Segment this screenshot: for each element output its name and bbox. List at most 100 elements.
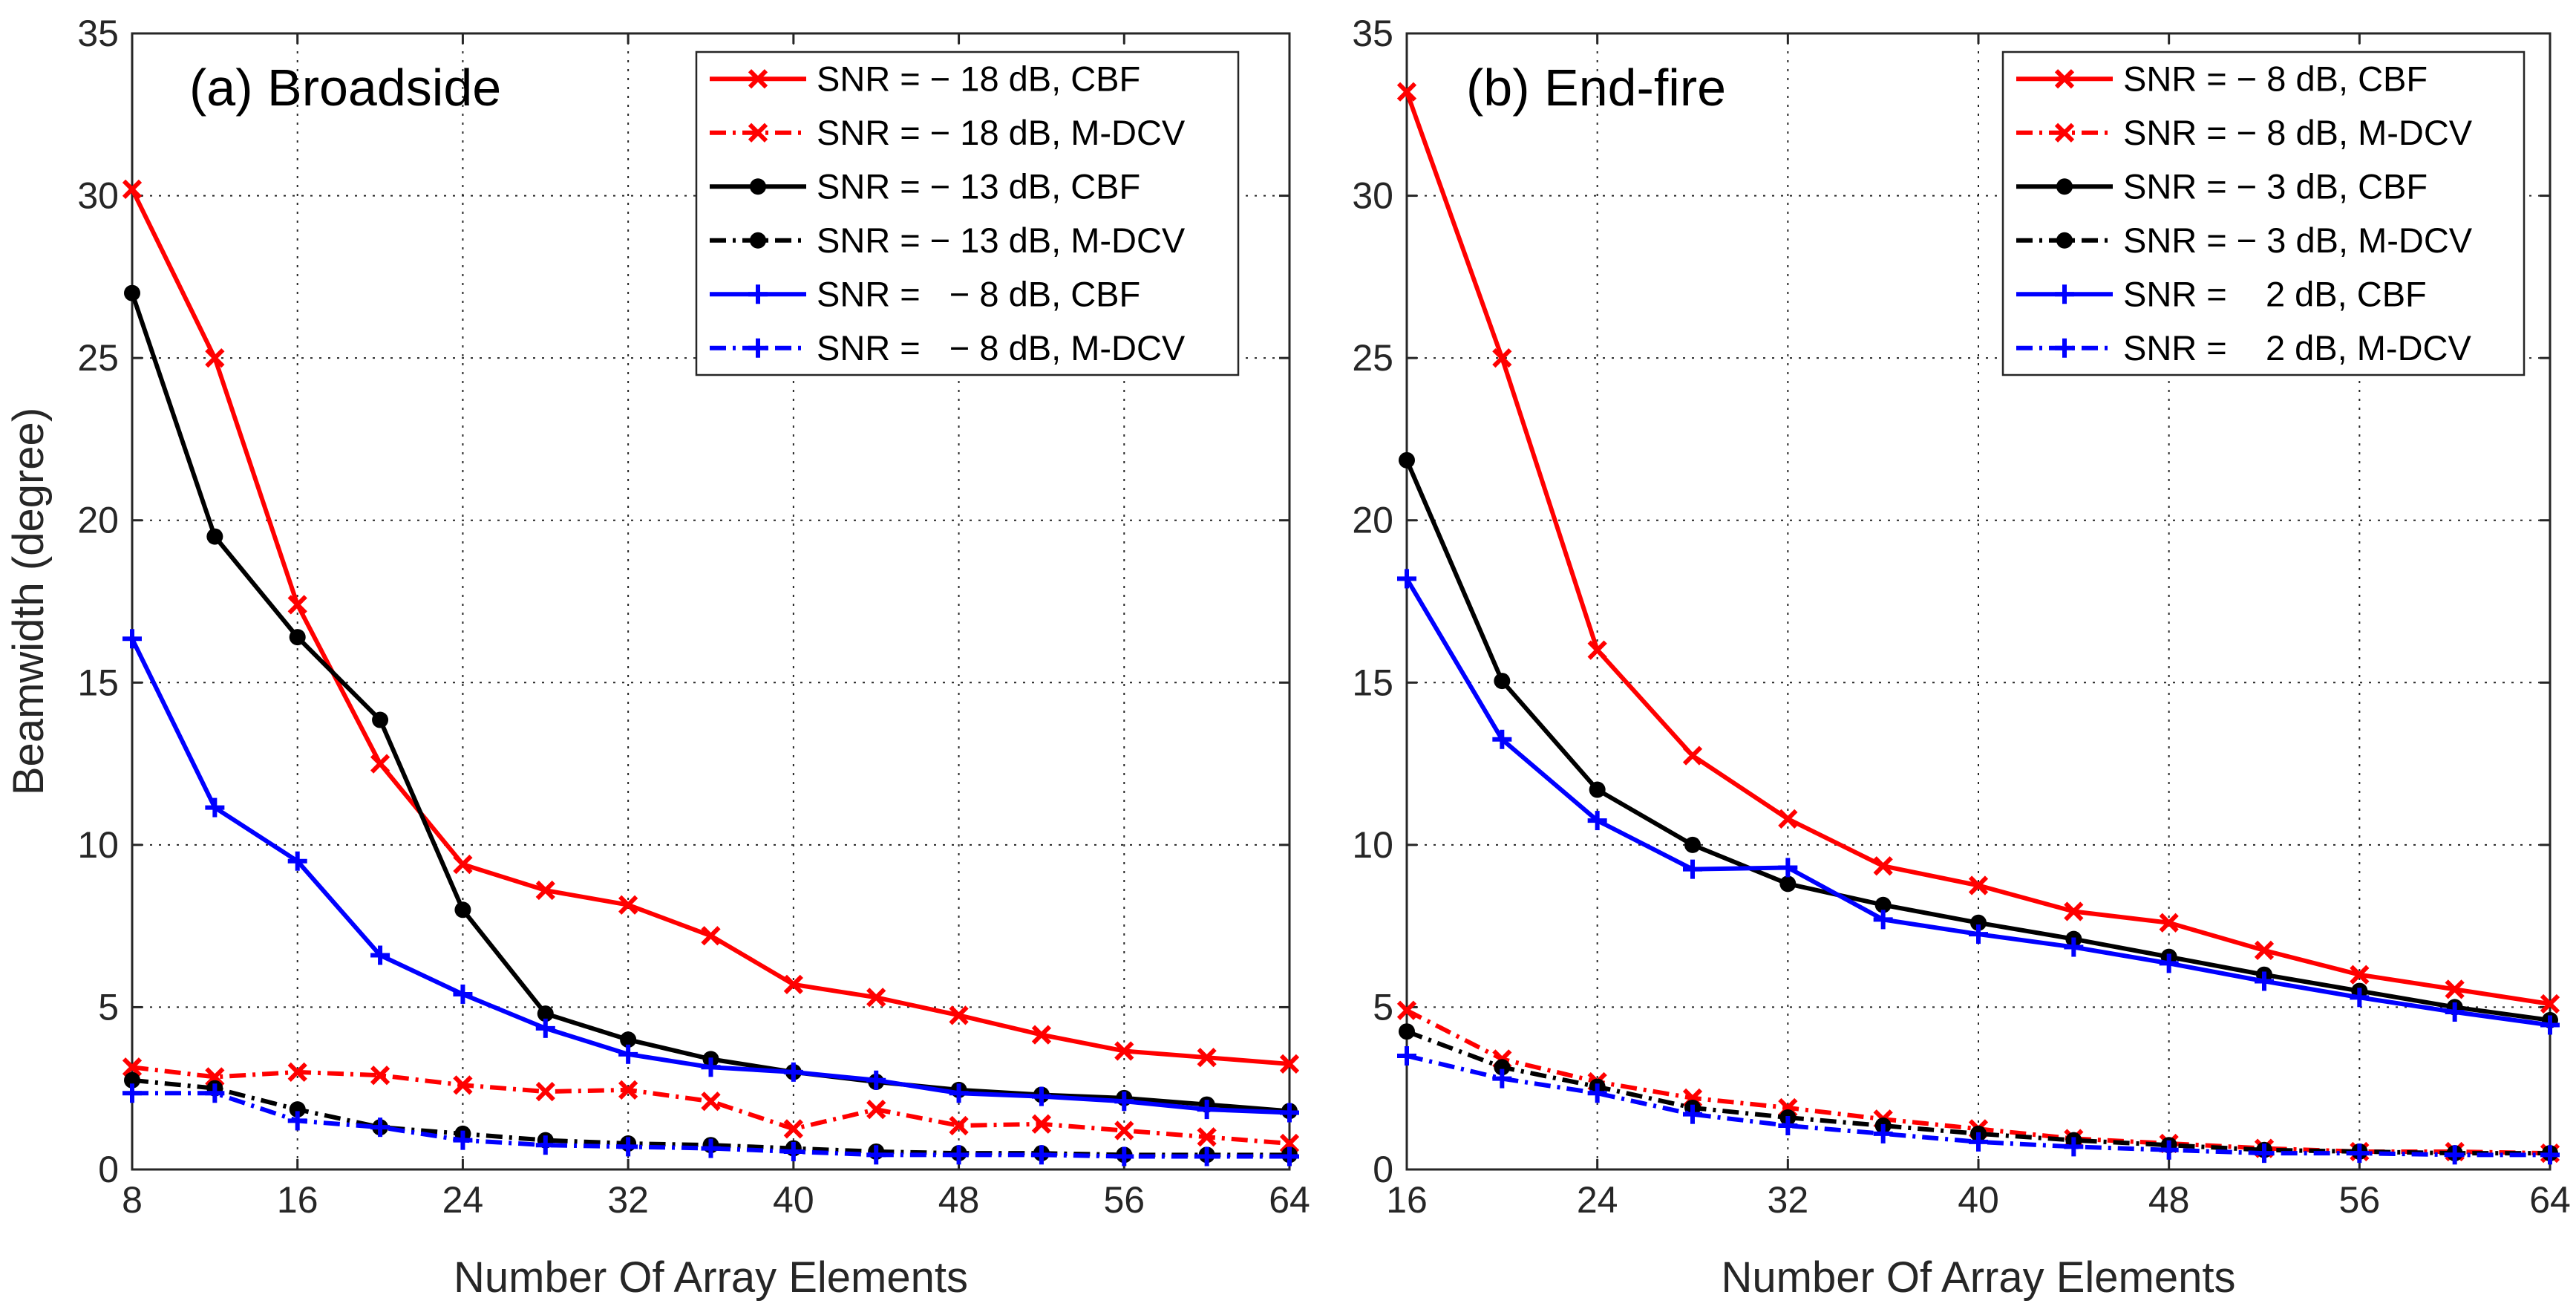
legend-label: SNR = − 3 dB, M-DCV xyxy=(2123,221,2473,260)
data-point xyxy=(1683,859,1702,879)
x-tick-label: 32 xyxy=(607,1179,649,1221)
data-point xyxy=(122,179,143,199)
data-point xyxy=(1492,348,1512,368)
data-point xyxy=(949,1115,969,1136)
data-point xyxy=(124,1071,140,1089)
data-point xyxy=(1587,811,1607,831)
legend-entry: SNR = − 3 dB, CBF xyxy=(2016,166,2428,206)
data-point xyxy=(1778,858,1798,878)
y-axis-label: Beamwidth (degree) xyxy=(4,408,53,795)
legend-label: SNR = 2 dB, M-DCV xyxy=(2123,328,2471,368)
data-point xyxy=(370,1066,390,1086)
data-point xyxy=(1031,1114,1052,1134)
data-point xyxy=(1494,1059,1511,1076)
x-tick-label: 24 xyxy=(442,1179,484,1221)
y-tick-label: 10 xyxy=(1352,824,1393,866)
series-line xyxy=(132,1091,1289,1159)
data-point xyxy=(287,851,307,871)
x-tick-label: 16 xyxy=(277,1179,318,1221)
panel-title-broadside: (a) Broadside xyxy=(189,59,501,117)
y-tick-label: 0 xyxy=(1373,1149,1393,1190)
data-point xyxy=(1280,1146,1299,1166)
data-point xyxy=(1031,1086,1051,1106)
series-broadside xyxy=(122,179,1300,1166)
legend-entry: SNR = − 3 dB, M-DCV xyxy=(2016,221,2473,260)
series-end-fire-5 xyxy=(1397,1046,2560,1165)
data-point xyxy=(2159,1140,2179,1160)
data-point xyxy=(1280,1103,1299,1123)
data-point xyxy=(537,1005,554,1022)
data-point xyxy=(1682,745,1703,766)
data-point xyxy=(2445,1002,2465,1022)
data-point xyxy=(866,1145,886,1165)
legend-label: SNR = − 13 dB, M-DCV xyxy=(817,221,1186,260)
series-end-fire-4 xyxy=(1397,569,2560,1035)
x-tick-label: 56 xyxy=(1103,1179,1145,1221)
data-point xyxy=(701,926,721,946)
legend-marker xyxy=(2055,284,2074,304)
x-ticks-broadside: 8 16 24 32 40 48 56 64 xyxy=(122,33,1310,1221)
panel-broadside: 8 16 24 32 40 48 56 64 0 5 10 15 20 25 30 35 (a) Broad… xyxy=(4,13,1310,1302)
legend-entry: SNR = − 8 dB, M-DCV xyxy=(2016,113,2473,152)
data-point xyxy=(1114,1041,1134,1061)
x-tick-label: 16 xyxy=(1386,1179,1428,1221)
legend-label: SNR = − 8 dB, M-DCV xyxy=(817,328,1186,368)
legend-marker xyxy=(2054,123,2075,143)
data-point xyxy=(1397,1046,1416,1066)
legend-marker xyxy=(748,338,768,358)
data-point xyxy=(1396,1000,1417,1020)
data-point xyxy=(949,1005,969,1025)
data-point xyxy=(2254,940,2275,961)
legend-marker xyxy=(2056,232,2073,249)
data-point xyxy=(2540,1145,2560,1165)
data-point xyxy=(535,1081,555,1102)
legend-marker xyxy=(750,232,766,249)
panel-end-fire: 16 24 32 40 48 56 64 0 5 10 15 20 25 30 35 (b) End-fi… xyxy=(1352,13,2570,1302)
series-line xyxy=(131,1077,1289,1158)
data-point xyxy=(866,1070,886,1090)
data-point xyxy=(1397,569,1416,589)
x-tick-label: 48 xyxy=(938,1179,980,1221)
x-tick-label: 56 xyxy=(2339,1179,2381,1221)
panel-title-end-fire: (b) End-fire xyxy=(1466,59,1726,117)
data-point xyxy=(2445,979,2465,999)
data-point xyxy=(618,1137,638,1157)
x-tick-label: 32 xyxy=(1768,1179,1809,1221)
series-broadside-2 xyxy=(124,284,1298,1120)
data-point xyxy=(122,1057,143,1077)
data-point xyxy=(124,284,140,301)
data-point xyxy=(1587,640,1607,660)
data-point xyxy=(1279,1054,1300,1074)
data-point xyxy=(453,854,473,875)
data-point xyxy=(866,1100,886,1120)
x-ticks-end-fire: 16 24 32 40 48 56 64 xyxy=(1386,33,2571,1221)
data-point xyxy=(2540,993,2560,1014)
y-tick-label: 25 xyxy=(77,337,119,379)
y-tick-label: 5 xyxy=(1373,986,1393,1028)
data-point xyxy=(122,629,142,649)
data-point xyxy=(205,348,225,368)
legend-entry: SNR = 2 dB, M-DCV xyxy=(2016,328,2471,368)
data-point xyxy=(783,1141,803,1161)
data-point xyxy=(783,1119,803,1139)
x-tick-label: 40 xyxy=(773,1179,814,1221)
y-tick-label: 0 xyxy=(98,1149,119,1190)
data-point xyxy=(2540,1015,2560,1035)
data-point xyxy=(2064,937,2084,957)
data-point xyxy=(1873,856,1893,876)
data-point xyxy=(1970,914,1987,931)
data-point xyxy=(1683,1104,1702,1124)
data-point xyxy=(1874,896,1892,913)
data-point xyxy=(287,1062,307,1082)
data-point xyxy=(372,711,389,728)
legend-label: SNR = − 13 dB, CBF xyxy=(817,166,1140,206)
data-point xyxy=(2350,988,2370,1008)
x-tick-label: 64 xyxy=(2529,1179,2571,1221)
data-point xyxy=(1779,875,1797,893)
data-point xyxy=(1492,1068,1512,1089)
data-point xyxy=(1399,451,1415,469)
data-point xyxy=(1396,82,1417,102)
y-tick-label: 15 xyxy=(1352,662,1393,703)
data-point xyxy=(949,1083,969,1103)
y-tick-label: 20 xyxy=(1352,500,1393,541)
